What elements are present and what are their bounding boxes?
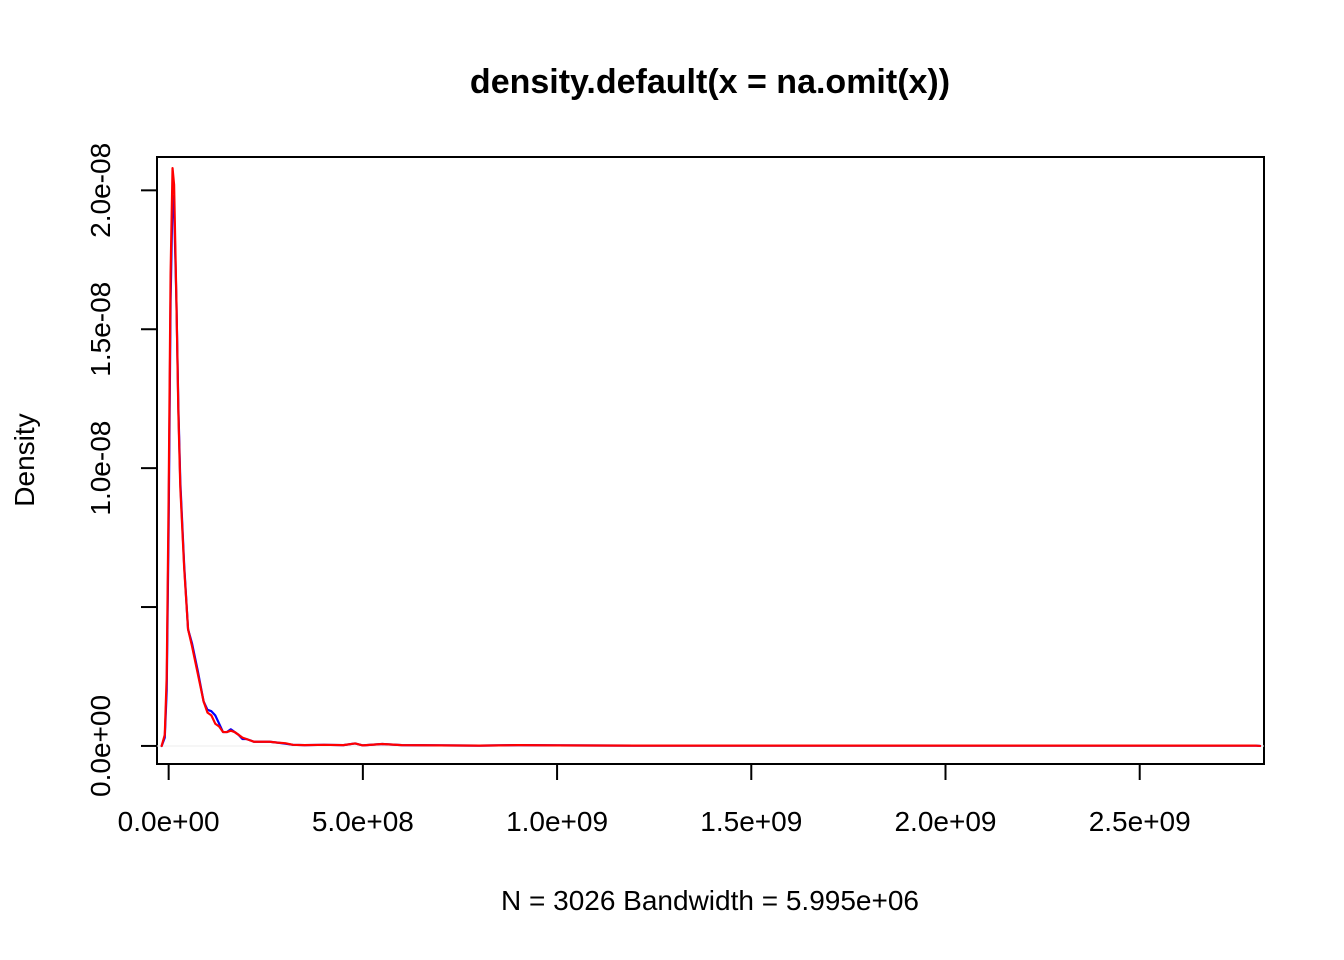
x-tick-label: 0.0e+00 <box>118 806 220 837</box>
y-tick-label: 0.0e+00 <box>85 695 116 797</box>
density-series-line-2 <box>160 167 1262 748</box>
chart-title: density.default(x = na.omit(x)) <box>470 63 950 101</box>
y-tick-label: 1.5e-08 <box>85 282 116 377</box>
x-axis: 0.0e+00 5.0e+08 1.0e+09 1.5e+09 2.0e+09 2.5e+… <box>118 763 1191 837</box>
series-layer <box>157 167 1264 748</box>
density-series-line-1 <box>160 194 1262 748</box>
x-tick-label: 1.5e+09 <box>700 806 802 837</box>
plot-frame <box>156 156 1265 765</box>
x-axis-label: N = 3026 Bandwidth = 5.995e+06 <box>501 885 919 916</box>
y-axis-label: Density <box>9 413 40 506</box>
y-tick-label: 1.0e-08 <box>85 421 116 516</box>
x-tick-label: 2.5e+09 <box>1089 806 1191 837</box>
y-tick-label: 2.0e-08 <box>85 143 116 238</box>
x-tick-label: 5.0e+08 <box>312 806 414 837</box>
y-axis: 0.0e+00 1.0e-08 1.5e-08 2.0e-08 <box>85 143 158 797</box>
x-tick-label: 1.0e+09 <box>506 806 608 837</box>
x-tick-label: 2.0e+09 <box>894 806 996 837</box>
